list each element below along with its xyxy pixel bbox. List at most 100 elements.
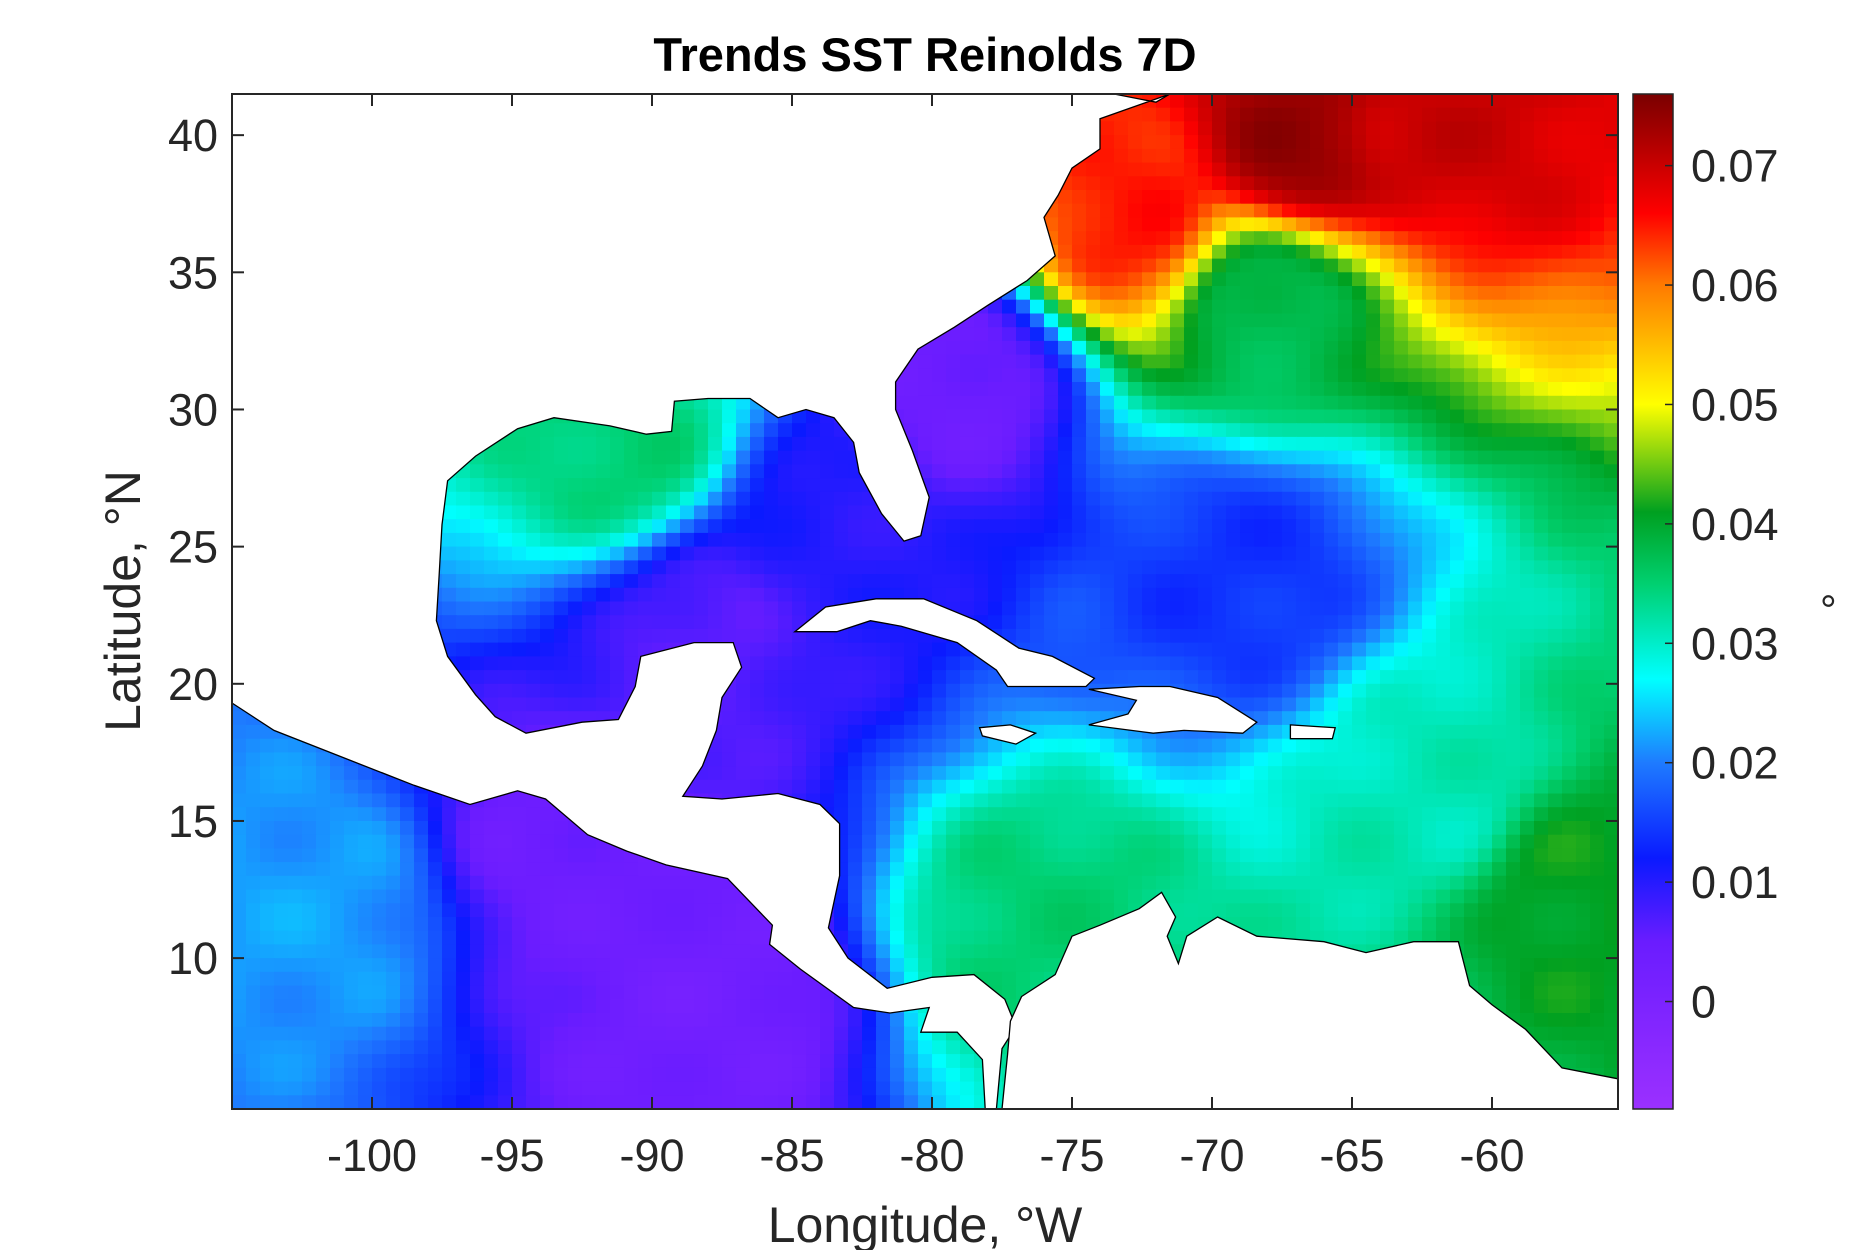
heat-cell bbox=[1212, 409, 1227, 424]
heat-cell bbox=[1352, 711, 1367, 726]
heat-cell bbox=[554, 628, 569, 644]
heat-cell bbox=[1198, 286, 1213, 301]
heat-cell bbox=[1058, 340, 1073, 356]
heat-cell bbox=[1226, 642, 1241, 658]
heat-cell bbox=[932, 532, 947, 548]
heat-cell bbox=[1562, 368, 1577, 383]
heat-cell bbox=[1576, 107, 1591, 123]
heat-cell bbox=[806, 560, 821, 575]
heat-cell bbox=[1198, 574, 1213, 589]
heat-cell bbox=[1310, 697, 1325, 712]
heat-cell bbox=[260, 752, 275, 767]
heat-cell bbox=[1268, 711, 1283, 726]
heat-cell bbox=[1254, 409, 1269, 424]
heat-cell bbox=[750, 601, 765, 616]
heat-cell bbox=[1436, 368, 1451, 383]
heat-cell bbox=[1296, 464, 1311, 479]
heat-cell bbox=[1212, 258, 1227, 274]
heat-cell bbox=[1450, 766, 1465, 781]
heat-cell bbox=[1310, 190, 1325, 205]
heat-cell bbox=[876, 532, 891, 548]
heat-cell bbox=[1198, 546, 1213, 562]
heat-cell bbox=[988, 409, 1003, 424]
heat-cell bbox=[1142, 450, 1157, 466]
heat-cell bbox=[1604, 574, 1618, 589]
heat-cell bbox=[1156, 519, 1171, 534]
heat-cell bbox=[1296, 587, 1311, 603]
heat-cell bbox=[1128, 505, 1143, 520]
heat-cell bbox=[862, 738, 877, 754]
heat-cell bbox=[1282, 464, 1297, 479]
heat-cell bbox=[974, 738, 989, 754]
heat-cell bbox=[1156, 176, 1171, 191]
heat-cell bbox=[1310, 409, 1325, 424]
heat-cell bbox=[1100, 217, 1115, 232]
heat-cell bbox=[1268, 574, 1283, 589]
heat-cell bbox=[470, 574, 485, 589]
heat-cell bbox=[1086, 244, 1101, 260]
heat-cell bbox=[1464, 683, 1479, 699]
heat-cell bbox=[1590, 107, 1605, 123]
heat-cell bbox=[1324, 766, 1339, 781]
heat-cell bbox=[652, 601, 667, 616]
heat-cell bbox=[1142, 382, 1157, 397]
heat-cell bbox=[1422, 532, 1437, 548]
heat-cell bbox=[568, 656, 583, 671]
heat-cell bbox=[1254, 724, 1269, 740]
heat-cell bbox=[1282, 244, 1297, 260]
heat-cell bbox=[1604, 478, 1618, 493]
heat-cell bbox=[1408, 436, 1423, 452]
heat-cell bbox=[1506, 162, 1521, 178]
heat-cell bbox=[960, 766, 975, 781]
heat-cell bbox=[1590, 121, 1605, 136]
heat-cell bbox=[1044, 340, 1059, 356]
heat-cell bbox=[1002, 409, 1017, 424]
heat-cell bbox=[1198, 560, 1213, 575]
heat-cell bbox=[358, 766, 373, 781]
heat-cell bbox=[1324, 450, 1339, 466]
heat-cell bbox=[1534, 766, 1549, 781]
heat-cell bbox=[722, 628, 737, 644]
heat-cell bbox=[1310, 231, 1325, 246]
heat-cell bbox=[1394, 436, 1409, 452]
heat-cell bbox=[1254, 121, 1269, 136]
heat-cell bbox=[1352, 615, 1367, 630]
heat-cell bbox=[1506, 642, 1521, 658]
heat-cell bbox=[792, 491, 807, 507]
heat-cell bbox=[526, 587, 541, 603]
heat-cell bbox=[1436, 258, 1451, 274]
heat-cell bbox=[1324, 148, 1339, 164]
heat-cell bbox=[1604, 642, 1618, 658]
heat-cell bbox=[1100, 628, 1115, 644]
heat-cell bbox=[792, 423, 807, 438]
heat-cell bbox=[1044, 464, 1059, 479]
heat-cell bbox=[526, 464, 541, 479]
heat-cell bbox=[1534, 327, 1549, 342]
heat-cell bbox=[1044, 519, 1059, 534]
heat-cell bbox=[1380, 601, 1395, 616]
heat-cell bbox=[792, 711, 807, 726]
heat-cell bbox=[1156, 368, 1171, 383]
heat-cell bbox=[834, 642, 849, 658]
heat-cell bbox=[442, 615, 457, 630]
heat-cell bbox=[778, 478, 793, 493]
heat-cell bbox=[1296, 409, 1311, 424]
heat-cell bbox=[1198, 766, 1213, 781]
heat-cell bbox=[764, 560, 779, 575]
heat-cell bbox=[1198, 450, 1213, 466]
heat-cell bbox=[526, 450, 541, 466]
heat-cell bbox=[1268, 121, 1283, 136]
heat-cell bbox=[1226, 587, 1241, 603]
heat-cell bbox=[806, 601, 821, 616]
heat-cell bbox=[1394, 711, 1409, 726]
heat-cell bbox=[1100, 382, 1115, 397]
heat-cell bbox=[1142, 478, 1157, 493]
heat-cell bbox=[820, 560, 835, 575]
heat-cell bbox=[918, 409, 933, 424]
heat-cell bbox=[1604, 423, 1618, 438]
heat-cell bbox=[1324, 656, 1339, 671]
heat-cell bbox=[1548, 94, 1563, 109]
heat-cell bbox=[1338, 628, 1353, 644]
heat-cell bbox=[1520, 532, 1535, 548]
heat-cell bbox=[876, 724, 891, 740]
